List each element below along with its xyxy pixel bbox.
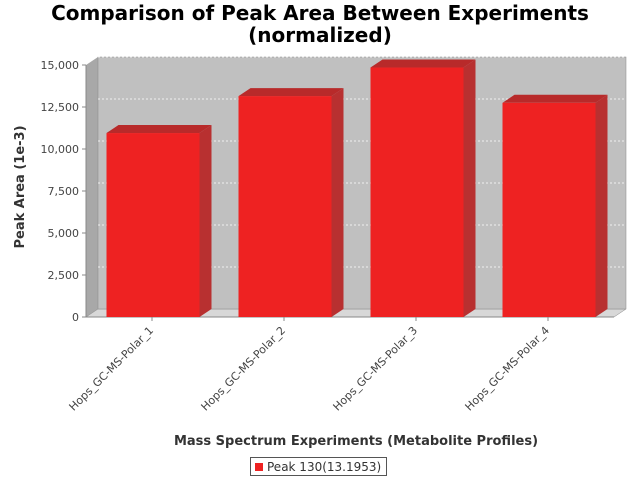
y-tick-label: 7,500 bbox=[48, 185, 80, 198]
plot-side-wall bbox=[86, 57, 98, 317]
bar-top bbox=[370, 59, 476, 68]
y-tick-label: 0 bbox=[72, 311, 79, 324]
bar bbox=[502, 102, 596, 317]
y-tick-label: 15,000 bbox=[41, 59, 80, 72]
legend: Peak 130(13.1953) bbox=[250, 457, 388, 476]
y-tick-label: 2,500 bbox=[48, 269, 80, 282]
chart-title: Comparison of Peak Area Between Experime… bbox=[0, 2, 640, 46]
bar-side bbox=[463, 59, 476, 318]
bar-side bbox=[199, 125, 212, 317]
bar bbox=[370, 67, 464, 318]
x-tick-label: Hops_GC-MS-Polar_3 bbox=[331, 324, 421, 414]
bars bbox=[106, 59, 608, 318]
bar bbox=[106, 133, 200, 317]
bar-side bbox=[595, 94, 608, 317]
bar-side bbox=[331, 88, 344, 317]
bar-top bbox=[502, 94, 608, 103]
chart-title-line-2: (normalized) bbox=[248, 23, 392, 47]
x-tick-label: Hops_GC-MS-Polar_4 bbox=[463, 324, 553, 414]
x-axis-ticks: Hops_GC-MS-Polar_1 Hops_GC-MS-Polar_2 Hops… bbox=[67, 317, 553, 414]
y-axis-label: Peak Area (1e-3) bbox=[13, 125, 28, 248]
legend-swatch bbox=[255, 462, 263, 471]
bar-top bbox=[106, 125, 212, 134]
chart-title-line-1: Comparison of Peak Area Between Experime… bbox=[51, 1, 589, 25]
y-tick-label: 5,000 bbox=[48, 227, 80, 240]
bar bbox=[238, 96, 332, 317]
legend-label: Peak 130(13.1953) bbox=[267, 459, 382, 474]
x-axis-label: Mass Spectrum Experiments (Metabolite Pr… bbox=[174, 434, 538, 449]
x-tick-label: Hops_GC-MS-Polar_2 bbox=[199, 324, 289, 414]
y-tick-label: 12,500 bbox=[41, 101, 80, 114]
x-tick-label: Hops_GC-MS-Polar_1 bbox=[67, 324, 157, 414]
y-axis-ticks: 0 2,500 5,000 7,500 10,000 12,500 15,000 bbox=[41, 59, 86, 324]
y-tick-label: 10,000 bbox=[41, 143, 80, 156]
bar-top bbox=[238, 88, 344, 97]
